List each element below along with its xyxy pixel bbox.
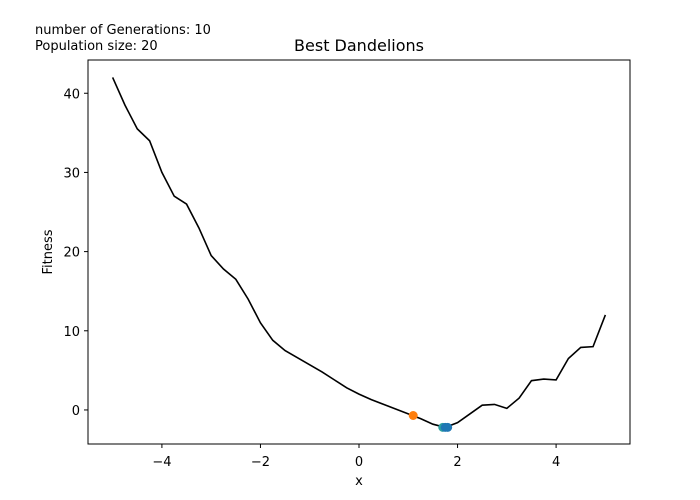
y-axis-label: Fitness [41, 229, 56, 274]
dandelion-point [443, 422, 453, 432]
y-tick-label: 40 [63, 87, 80, 102]
x-tick-label: 2 [453, 455, 461, 470]
fitness-curve [111, 77, 607, 429]
x-tick-label: −4 [152, 455, 171, 470]
annotation: Population size: 20 [35, 39, 158, 54]
y-tick-label: 30 [63, 166, 80, 181]
y-tick-label: 0 [72, 404, 80, 419]
plot-frame [87, 59, 631, 445]
x-tick-label: −2 [251, 455, 270, 470]
y-tick-label: 20 [63, 246, 80, 261]
x-tick-label: 0 [355, 455, 363, 470]
x-axis-label: x [355, 474, 363, 489]
annotation: number of Generations: 10 [35, 23, 211, 38]
x-tick-label: 4 [552, 455, 560, 470]
y-tick-label: 10 [63, 325, 80, 340]
chart-title: Best Dandelions [294, 36, 424, 55]
dandelion-point [408, 410, 418, 420]
